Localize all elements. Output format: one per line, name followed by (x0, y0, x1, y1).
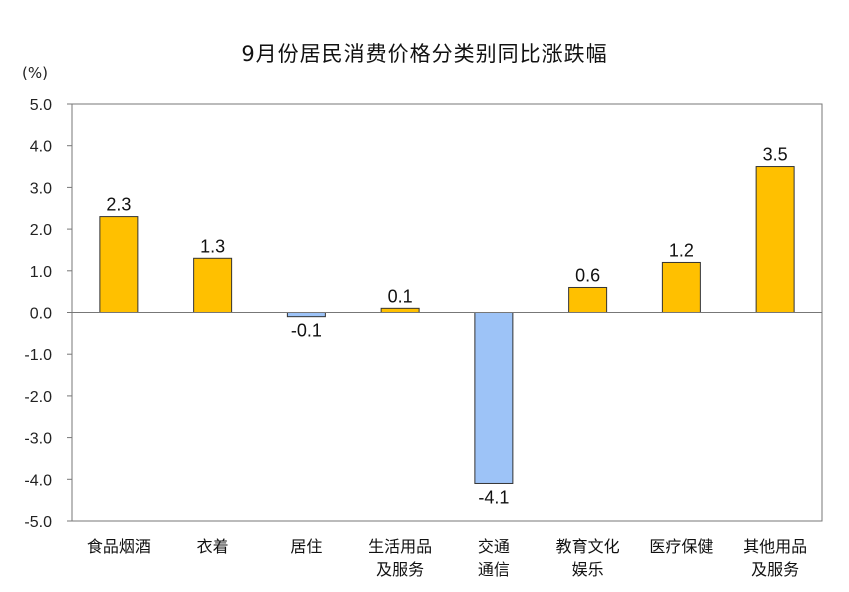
y-tick-label: -1.0 (24, 347, 52, 364)
data-label: -4.1 (478, 487, 509, 507)
data-label: 1.3 (200, 236, 225, 256)
x-category-label: 通信 (478, 560, 510, 579)
y-tick-label: 3.0 (30, 180, 52, 197)
x-category-label: 居住 (290, 537, 322, 556)
data-label: 0.1 (388, 286, 413, 306)
y-tick-label: 2.0 (30, 222, 52, 239)
y-tick-label: 1.0 (30, 264, 52, 281)
x-category-label: 及服务 (376, 560, 424, 579)
bar (380, 307, 420, 313)
y-axis: 5.0 4.0 3.0 2.0 1.0 0.0 -1.0 -2.0 -3.0 -4.0 -5.0 (24, 97, 72, 531)
x-category-label: 交通 (478, 537, 510, 556)
bar (286, 312, 326, 318)
y-tick-label: -2.0 (24, 389, 52, 406)
x-category-label: 娱乐 (572, 560, 604, 579)
bar (755, 166, 795, 313)
data-label: 1.2 (669, 240, 694, 260)
y-tick-label: -4.0 (24, 472, 52, 489)
bar (661, 261, 701, 313)
bar (568, 286, 608, 314)
bar (193, 257, 233, 314)
data-label: 0.6 (575, 265, 600, 285)
bar (474, 312, 514, 484)
chart-title: 9月份居民消费价格分类别同比涨跌幅 (241, 42, 608, 66)
x-category-label: 其他用品 (743, 537, 807, 556)
value-labels: 2.3 1.3 -0.1 0.1 -4.1 0.6 1.2 3.5 (106, 145, 787, 508)
x-category-label: 生活用品 (368, 537, 432, 556)
x-category-label: 衣着 (197, 537, 229, 556)
y-tick-label: 5.0 (30, 97, 52, 114)
bars (99, 166, 795, 484)
data-label: 2.3 (106, 195, 131, 215)
data-label: -0.1 (291, 321, 322, 341)
x-category-label: 医疗保健 (649, 537, 713, 556)
y-tick-label: 4.0 (30, 139, 52, 156)
y-tick-label: -5.0 (24, 514, 52, 531)
x-category-label: 及服务 (751, 560, 799, 579)
data-label: 3.5 (763, 145, 788, 165)
y-tick-label: -3.0 (24, 431, 52, 448)
y-tick-label: 0.0 (30, 306, 52, 323)
x-category-label: 食品烟酒 (87, 537, 151, 556)
y-axis-unit-label: (%) (22, 64, 48, 82)
x-category-label: 教育文化 (556, 537, 620, 556)
bar (99, 216, 139, 313)
